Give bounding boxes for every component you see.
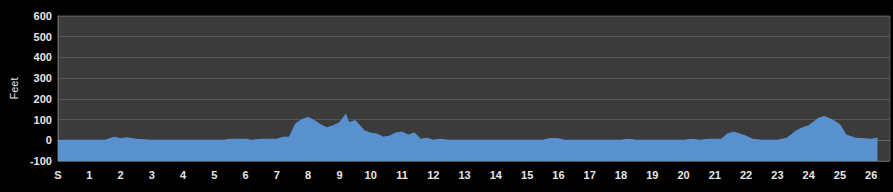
svg-text:12: 12 [427, 169, 439, 181]
svg-text:1: 1 [86, 169, 92, 181]
svg-text:200: 200 [34, 93, 52, 105]
svg-text:400: 400 [34, 51, 52, 63]
svg-text:5: 5 [211, 169, 217, 181]
svg-text:22: 22 [740, 169, 752, 181]
svg-text:S: S [54, 169, 61, 181]
svg-text:17: 17 [584, 169, 596, 181]
svg-text:8: 8 [305, 169, 311, 181]
svg-text:6: 6 [243, 169, 249, 181]
svg-text:4: 4 [180, 169, 187, 181]
svg-text:23: 23 [771, 169, 783, 181]
svg-text:0: 0 [46, 134, 52, 146]
svg-text:600: 600 [34, 10, 52, 22]
svg-text:10: 10 [365, 169, 377, 181]
svg-text:13: 13 [458, 169, 470, 181]
svg-text:500: 500 [34, 31, 52, 43]
svg-text:3: 3 [149, 169, 155, 181]
svg-text:Feet: Feet [8, 77, 20, 99]
svg-text:24: 24 [803, 169, 816, 181]
svg-text:15: 15 [521, 169, 533, 181]
svg-text:20: 20 [677, 169, 689, 181]
svg-text:11: 11 [396, 169, 408, 181]
svg-text:-100: -100 [30, 155, 52, 167]
svg-text:25: 25 [834, 169, 846, 181]
svg-text:7: 7 [274, 169, 280, 181]
svg-text:300: 300 [34, 72, 52, 84]
svg-text:14: 14 [490, 169, 503, 181]
svg-text:9: 9 [336, 169, 342, 181]
svg-text:19: 19 [646, 169, 658, 181]
svg-text:26: 26 [865, 169, 877, 181]
svg-text:21: 21 [709, 169, 721, 181]
svg-text:2: 2 [117, 169, 123, 181]
svg-text:18: 18 [615, 169, 627, 181]
svg-text:16: 16 [552, 169, 564, 181]
svg-text:100: 100 [34, 114, 52, 126]
